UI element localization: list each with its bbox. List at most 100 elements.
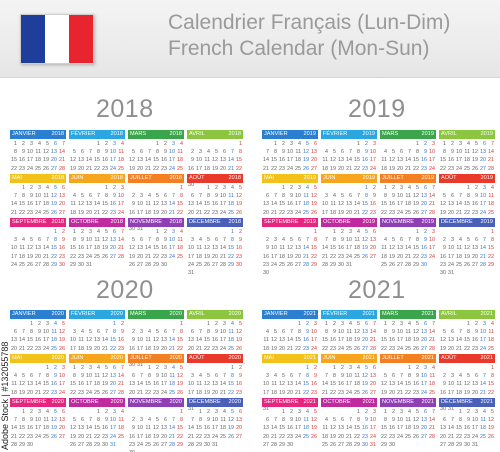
month-name: AOÛT bbox=[441, 175, 457, 181]
day-number: 9 bbox=[239, 373, 242, 380]
day-number: 7 bbox=[38, 373, 41, 380]
day-number: 27 bbox=[370, 389, 376, 396]
day-number: 2 bbox=[306, 321, 309, 327]
empty-cell bbox=[286, 228, 294, 236]
day-number: 17 bbox=[70, 345, 76, 352]
month-name: FÉVRIER bbox=[71, 311, 96, 317]
day-number: 6 bbox=[290, 373, 293, 380]
empty-cell bbox=[26, 228, 34, 236]
empty-cell bbox=[152, 184, 160, 192]
day-number: 17 bbox=[86, 245, 92, 252]
day-number: 4 bbox=[14, 373, 17, 380]
day-number: 2 bbox=[81, 365, 84, 371]
day-number: 24 bbox=[35, 209, 41, 216]
day-number: 26 bbox=[303, 165, 309, 172]
day-number: 3 bbox=[215, 409, 218, 415]
day-number: 19 bbox=[43, 157, 49, 164]
day-number: 5 bbox=[467, 237, 470, 244]
month-year: 2019 bbox=[303, 131, 316, 137]
day-number: 21 bbox=[86, 433, 92, 440]
month-header: NOVEMBRE 2018 bbox=[128, 218, 184, 227]
day-number: 22 bbox=[413, 165, 419, 172]
day-number: 24 bbox=[188, 261, 194, 268]
day-number: 30 bbox=[440, 405, 446, 412]
empty-cell bbox=[270, 364, 278, 372]
day-number: 19 bbox=[311, 201, 317, 208]
empty-cell bbox=[278, 364, 286, 372]
empty-cell bbox=[262, 364, 270, 372]
day-number: 14 bbox=[220, 245, 226, 252]
day-number: 7 bbox=[148, 237, 151, 244]
day-number: 17 bbox=[311, 337, 317, 344]
day-number: 20 bbox=[362, 337, 368, 344]
day-number: 28 bbox=[429, 433, 435, 440]
day-number: 30 bbox=[362, 441, 368, 448]
month-name: JUIN bbox=[323, 355, 336, 361]
day-number: 2 bbox=[341, 229, 344, 235]
day-number: 16 bbox=[440, 253, 446, 260]
day-number: 10 bbox=[70, 337, 76, 344]
month-year: 2019 bbox=[480, 219, 493, 225]
day-number: 20 bbox=[188, 345, 194, 352]
day-number: 14 bbox=[94, 201, 100, 208]
day-number: 3 bbox=[172, 141, 175, 147]
day-number: 7 bbox=[223, 373, 226, 380]
day-number: 18 bbox=[381, 165, 387, 172]
empty-cell bbox=[128, 320, 136, 328]
day-number: 27 bbox=[421, 345, 427, 352]
day-number: 22 bbox=[311, 253, 317, 260]
day-number: 25 bbox=[94, 253, 100, 260]
month-name: OCTOBRE bbox=[323, 219, 351, 225]
day-number: 21 bbox=[480, 389, 486, 396]
day-number: 10 bbox=[59, 373, 65, 380]
day-number: 3 bbox=[89, 229, 92, 235]
day-number: 18 bbox=[456, 253, 462, 260]
day-number: 4 bbox=[22, 237, 25, 244]
day-number: 27 bbox=[137, 261, 143, 268]
day-number: 2 bbox=[341, 365, 344, 371]
day-number: 11 bbox=[330, 201, 336, 208]
day-number: 15 bbox=[279, 425, 285, 432]
day-number: 21 bbox=[456, 345, 462, 352]
day-number: 7 bbox=[231, 149, 234, 156]
day-number: 6 bbox=[215, 237, 218, 244]
day-number: 21 bbox=[118, 245, 124, 252]
day-number: 6 bbox=[164, 193, 167, 200]
day-number: 31 bbox=[188, 405, 194, 412]
day-number: 30 bbox=[263, 269, 269, 276]
month-name: DÉCEMBRE bbox=[189, 399, 221, 405]
day-number: 1 bbox=[314, 229, 317, 235]
empty-cell bbox=[203, 140, 211, 148]
day-number: 20 bbox=[212, 253, 218, 260]
day-number: 26 bbox=[330, 441, 336, 448]
day-number: 11 bbox=[405, 193, 411, 200]
day-number: 11 bbox=[177, 149, 183, 156]
day-number: 30 bbox=[389, 441, 395, 448]
day-number: 1 bbox=[73, 365, 76, 371]
day-number: 22 bbox=[279, 209, 285, 216]
day-number: 13 bbox=[440, 425, 446, 432]
day-number: 23 bbox=[263, 261, 269, 268]
day-number: 12 bbox=[153, 337, 159, 344]
day-number: 18 bbox=[279, 253, 285, 260]
day-number: 27 bbox=[421, 209, 427, 216]
day-number: 22 bbox=[464, 345, 470, 352]
day-number: 2 bbox=[121, 321, 124, 327]
day-number: 1 bbox=[46, 365, 49, 371]
day-number: 25 bbox=[177, 253, 183, 260]
day-number: 1 bbox=[231, 229, 234, 235]
day-number: 26 bbox=[153, 441, 159, 448]
day-number: 21 bbox=[354, 209, 360, 216]
month-header: DÉCEMBRE 2018 bbox=[187, 218, 243, 227]
day-number: 5 bbox=[89, 329, 92, 336]
day-number: 10 bbox=[86, 237, 92, 244]
month-name: DÉCEMBRE bbox=[441, 219, 473, 225]
day-number: 18 bbox=[330, 209, 336, 216]
day-number: 10 bbox=[161, 373, 167, 380]
month-year: 2019 bbox=[362, 131, 375, 137]
day-number: 27 bbox=[263, 441, 269, 448]
empty-cell bbox=[69, 140, 77, 148]
day-number: 2 bbox=[215, 185, 218, 191]
day-number: 12 bbox=[177, 373, 183, 380]
